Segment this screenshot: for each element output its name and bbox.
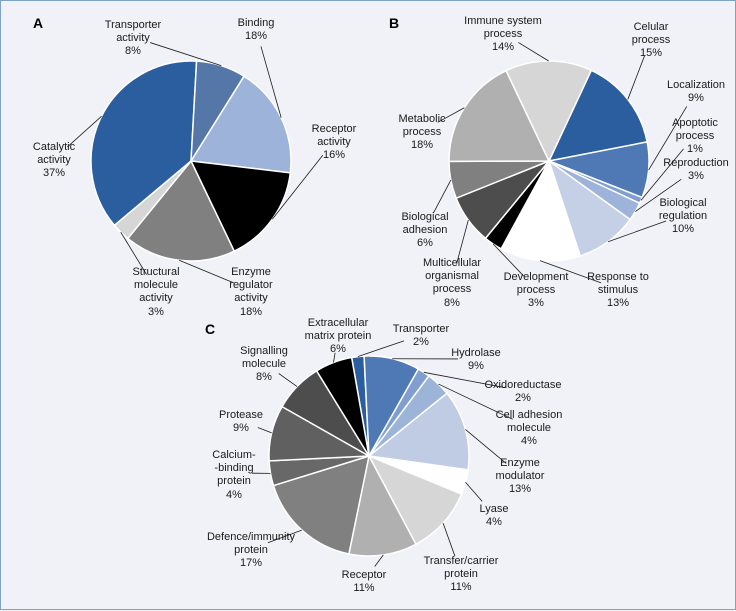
slice-label: Signallingmolecule8% <box>229 345 299 385</box>
slice-label: Calcium--bindingprotein4% <box>203 449 265 502</box>
slice-label: Enzymemodulator13% <box>485 457 555 497</box>
slice-label: Cell adhesionmolecule4% <box>481 409 577 449</box>
leader-line <box>443 523 455 556</box>
slice-label: Transporter2% <box>383 323 459 349</box>
pie-chart-c <box>1 1 736 611</box>
slice-label: Hydrolase9% <box>443 347 509 373</box>
leader-line <box>375 555 384 567</box>
leader-line <box>466 482 483 501</box>
slice-label: Protease9% <box>211 409 271 435</box>
slice-label: Defence/immunityprotein17% <box>191 531 311 571</box>
slice-label: Extracellularmatrix protein6% <box>293 317 383 357</box>
slice-label: Oxidoreductase2% <box>473 379 573 405</box>
slice-label: Receptor11% <box>329 569 399 595</box>
slice-label: Lyase4% <box>471 503 517 529</box>
slice-label: Transfer/carrierprotein11% <box>409 555 513 595</box>
